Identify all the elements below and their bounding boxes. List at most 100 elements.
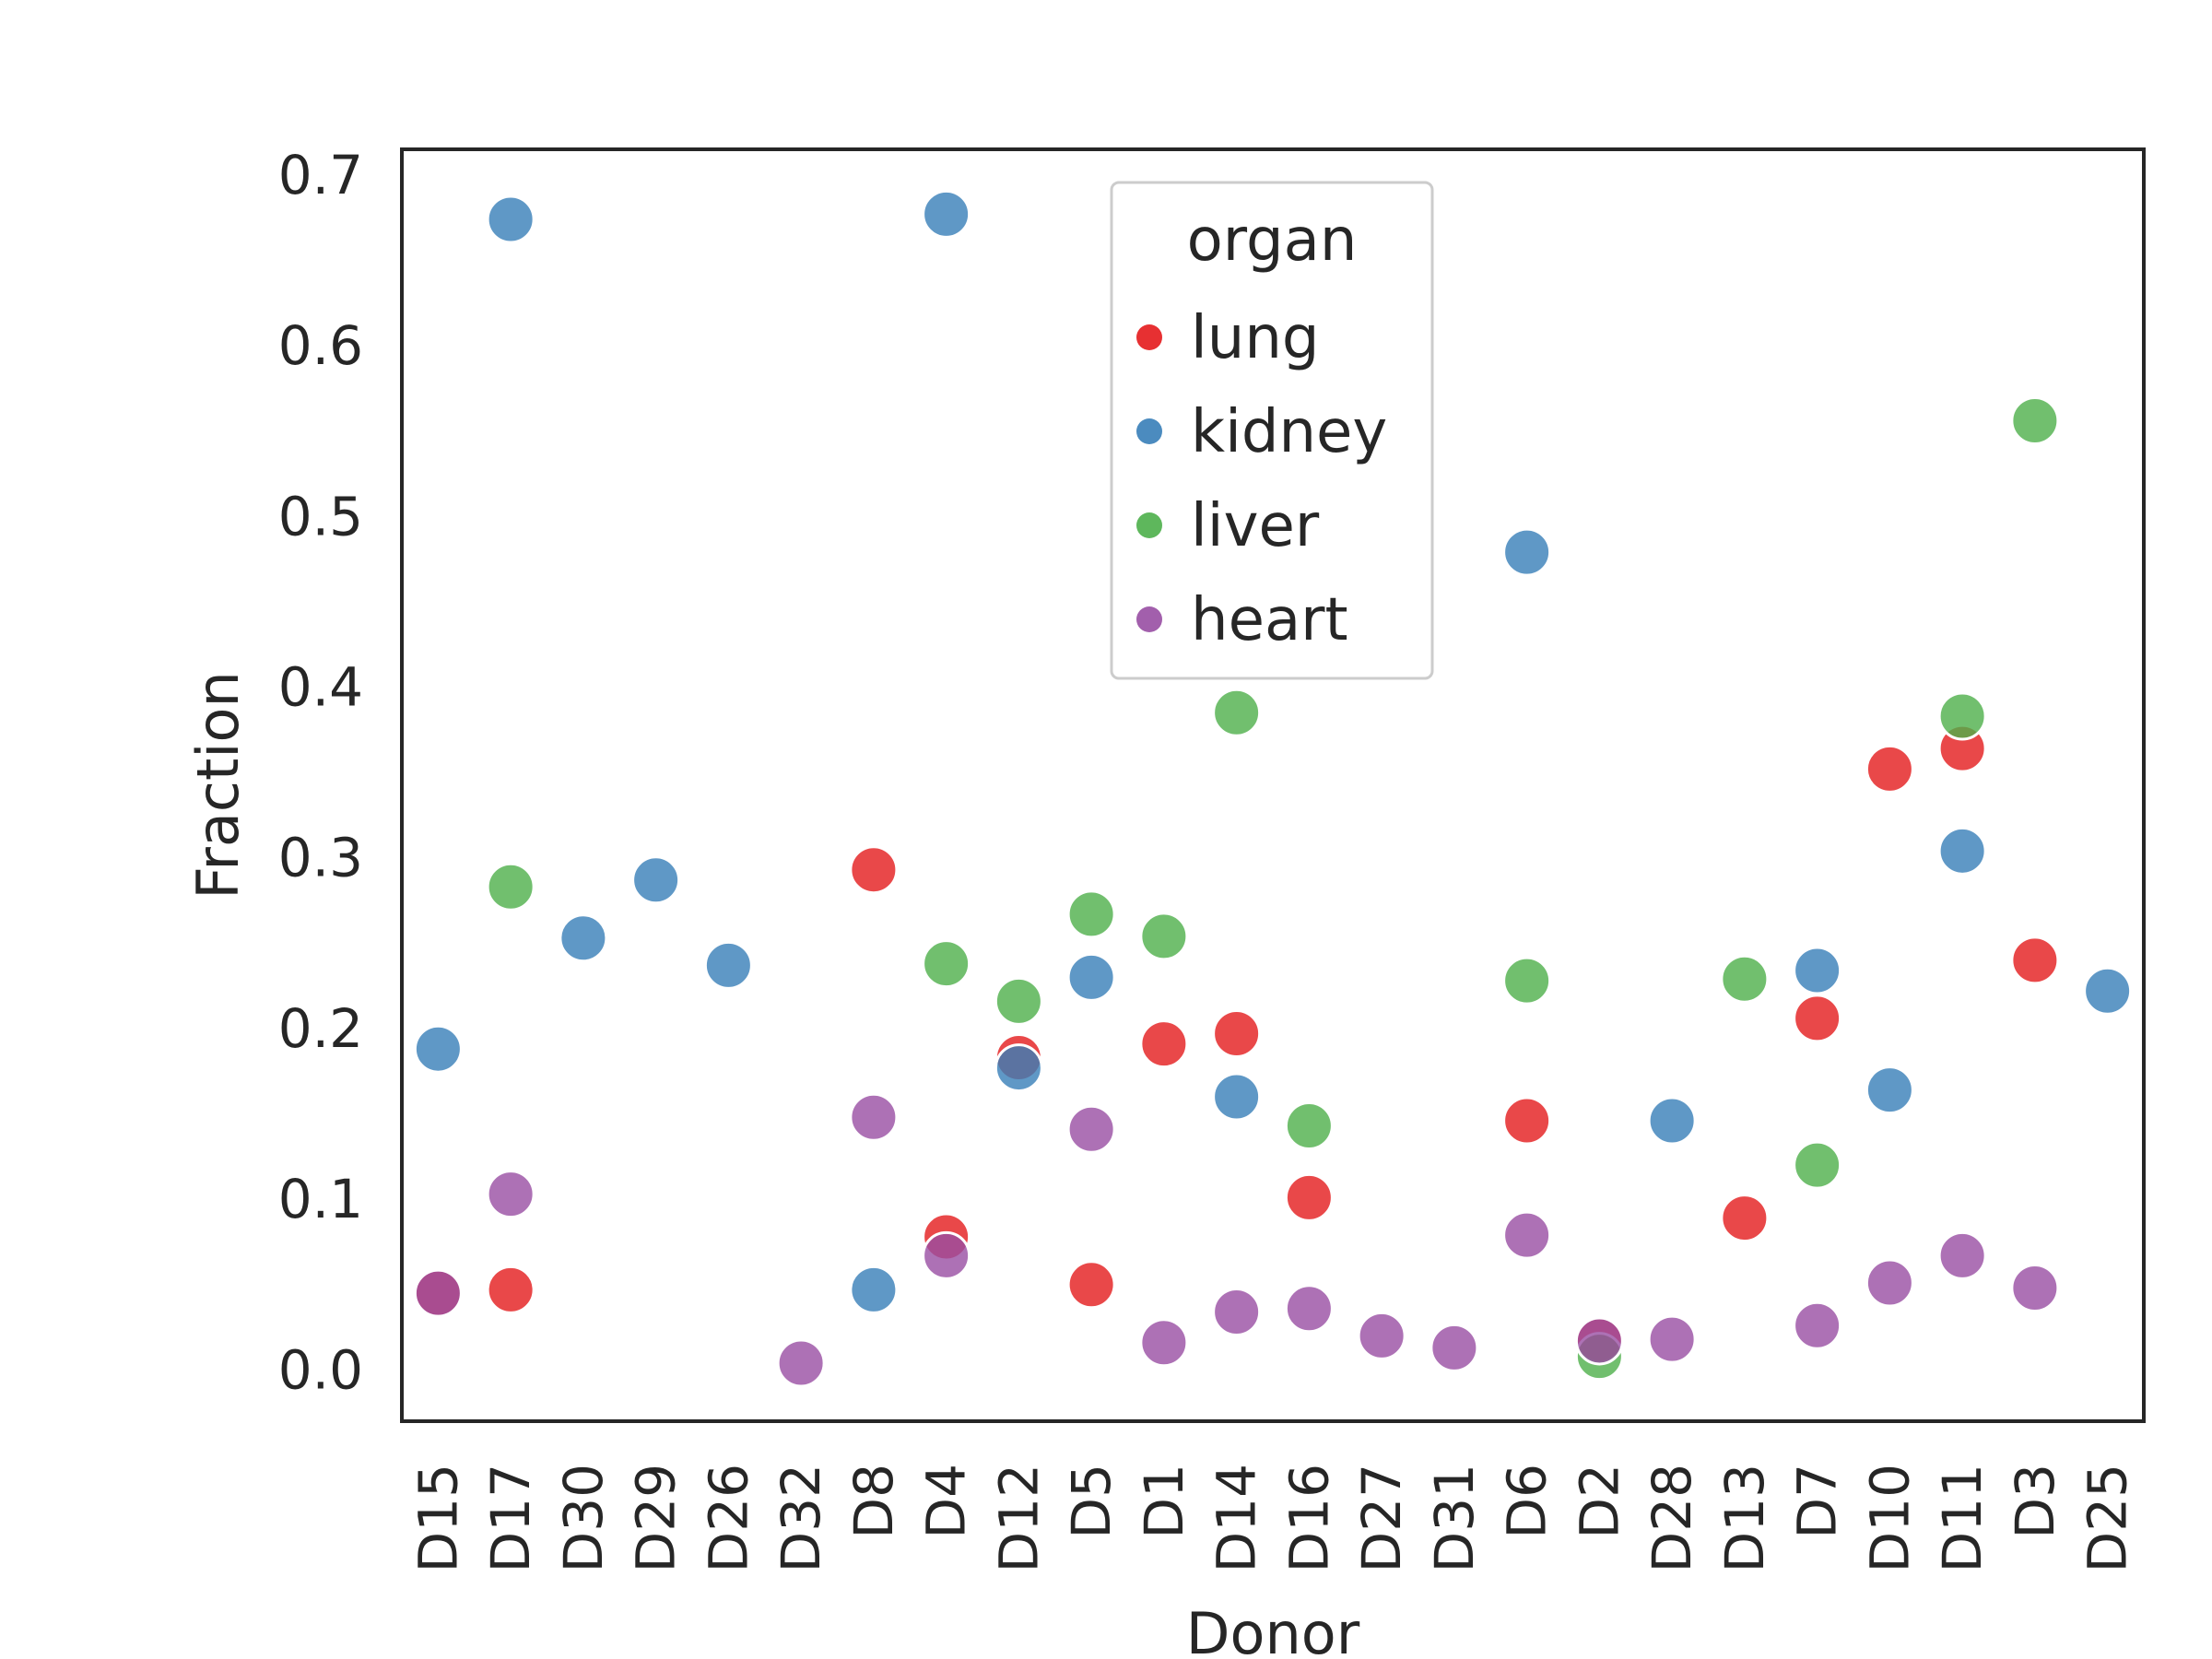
point-kidney: [631, 855, 681, 905]
y-tick-label: 0.6: [278, 314, 363, 377]
point-lung: [1212, 1009, 1262, 1059]
point-lung: [1502, 1096, 1552, 1146]
point-lung: [1139, 1019, 1189, 1069]
point-kidney: [1066, 952, 1116, 1002]
point-heart: [1793, 1300, 1842, 1350]
x-tick-label: D27: [1350, 1464, 1413, 1572]
point-heart: [1430, 1323, 1479, 1372]
point-kidney: [994, 1043, 1043, 1093]
point-liver: [922, 939, 971, 989]
y-tick-label: 0.7: [278, 144, 363, 206]
x-tick-label: D14: [1206, 1464, 1268, 1572]
point-lung: [1720, 1194, 1770, 1243]
y-axis-label: Fraction: [184, 671, 252, 900]
point-kidney: [1937, 826, 1987, 876]
x-tick-label: D29: [625, 1464, 688, 1572]
legend: organ lung kidney liver heart: [1110, 181, 1434, 680]
legend-box: [1110, 181, 1434, 680]
legend-items: lung kidney liver heart: [1136, 304, 1387, 654]
legend-label-liver: liver: [1191, 492, 1320, 560]
point-heart: [776, 1338, 826, 1388]
point-heart: [486, 1170, 535, 1219]
point-liver: [1284, 1101, 1334, 1151]
point-liver: [1212, 688, 1262, 737]
y-tick-label: 0.3: [278, 827, 363, 889]
point-lung: [1284, 1172, 1334, 1222]
point-heart: [1937, 1230, 1987, 1280]
x-tick-label: D32: [770, 1464, 832, 1572]
point-kidney: [922, 189, 971, 239]
point-liver: [1502, 956, 1552, 1006]
point-liver: [994, 976, 1043, 1026]
point-kidney: [1647, 1096, 1697, 1146]
legend-marker-heart: [1136, 606, 1162, 632]
x-tick-label: D10: [1858, 1464, 1921, 1572]
x-tick-label: D2: [1568, 1464, 1630, 1539]
x-tick-label: D30: [552, 1464, 615, 1572]
legend-marker-lung: [1136, 324, 1162, 350]
x-tick-label: D16: [1277, 1464, 1340, 1572]
legend-marker-kidney: [1136, 418, 1162, 444]
point-lung: [486, 1265, 535, 1314]
point-kidney: [413, 1024, 463, 1074]
x-tick-label: D7: [1786, 1464, 1849, 1539]
point-heart: [1139, 1318, 1189, 1368]
x-tick-label: D28: [1641, 1464, 1703, 1572]
point-kidney: [1793, 946, 1842, 995]
point-liver: [1937, 691, 1987, 741]
point-heart: [1865, 1258, 1914, 1308]
point-heart: [413, 1268, 463, 1318]
point-heart: [1502, 1210, 1552, 1260]
point-heart: [1212, 1287, 1262, 1336]
x-tick-label: D31: [1423, 1464, 1486, 1572]
point-heart: [1284, 1284, 1334, 1334]
point-heart: [1357, 1311, 1406, 1360]
point-heart: [1574, 1316, 1624, 1366]
point-heart: [922, 1230, 971, 1280]
x-tick-label: D17: [479, 1464, 542, 1572]
legend-label-lung: lung: [1191, 304, 1320, 372]
point-lung: [1865, 744, 1914, 794]
x-tick-label: D13: [1713, 1464, 1776, 1572]
x-tick-label: D3: [2004, 1464, 2066, 1539]
point-kidney: [703, 940, 753, 990]
point-kidney: [2083, 966, 2133, 1016]
point-liver: [1066, 889, 1116, 939]
x-axis-ticks: D15 D17 D30 D29 D26 D32 D8 D4 D12 D5 D1 D14 D16 D27 D3…: [406, 1464, 2138, 1572]
legend-label-heart: heart: [1191, 586, 1348, 654]
plot-frame: [400, 147, 2146, 1423]
y-tick-label: 0.5: [278, 485, 363, 547]
point-heart: [1066, 1104, 1116, 1154]
point-liver: [1139, 912, 1189, 961]
y-tick-label: 0.0: [278, 1338, 363, 1401]
point-liver: [1720, 954, 1770, 1004]
point-heart: [2010, 1264, 2060, 1313]
point-lung: [2010, 935, 2060, 985]
x-tick-label: D1: [1133, 1464, 1195, 1539]
point-kidney: [1502, 527, 1552, 577]
x-tick-label: D8: [842, 1464, 905, 1539]
x-tick-label: D15: [406, 1464, 469, 1572]
point-kidney: [559, 913, 608, 963]
x-tick-label: D6: [1496, 1464, 1559, 1539]
point-liver: [1793, 1140, 1842, 1190]
legend-label-kidney: kidney: [1191, 398, 1387, 466]
point-lung: [849, 845, 899, 895]
point-lung: [1066, 1260, 1116, 1310]
y-tick-label: 0.4: [278, 655, 363, 718]
point-kidney: [486, 194, 535, 244]
y-tick-label: 0.1: [278, 1168, 363, 1230]
point-lung: [1793, 994, 1842, 1043]
x-tick-label: D12: [987, 1464, 1050, 1572]
x-tick-label: D11: [1931, 1464, 1994, 1572]
legend-marker-liver: [1136, 512, 1162, 538]
point-kidney: [1212, 1072, 1262, 1122]
x-tick-label: D26: [697, 1464, 759, 1572]
x-axis-label: Donor: [1186, 1600, 1360, 1659]
y-axis-ticks: 0.0 0.1 0.2 0.3 0.4 0.5 0.6 0.7: [278, 144, 363, 1402]
point-kidney: [849, 1265, 899, 1314]
point-kidney: [1865, 1065, 1914, 1115]
point-liver: [2010, 396, 2060, 446]
legend-title: organ: [1187, 206, 1358, 275]
